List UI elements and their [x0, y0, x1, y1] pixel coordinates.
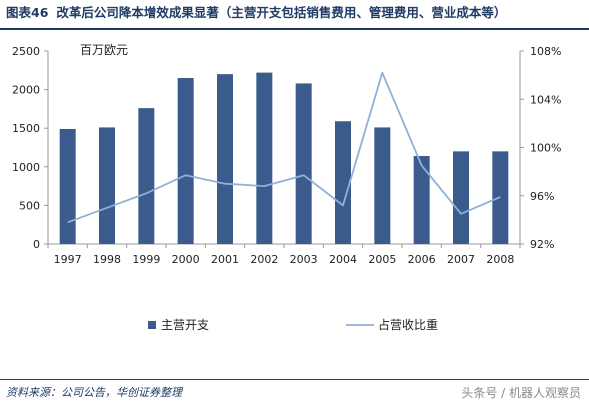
y-left-tick-label: 1000 — [12, 161, 40, 174]
y-left-tick-label: 500 — [19, 199, 40, 212]
y-right-tick-label: 92% — [530, 238, 554, 251]
legend-line-label: 占营收比重 — [378, 317, 438, 332]
bar — [138, 108, 155, 245]
combo-chart: 0 500 1000 1500 2000 2500 92% 96% 100% 104% 108% 百万… — [12, 43, 561, 332]
header-divider — [0, 28, 589, 30]
x-tick-label: 1997 — [54, 253, 82, 266]
x-tick-label: 2008 — [486, 253, 514, 266]
y-right-tick-label: 108% — [530, 45, 561, 58]
y-right-tick-label: 96% — [530, 190, 554, 203]
y-right-tick-label: 104% — [530, 93, 561, 106]
y-left-tick-label: 2500 — [12, 45, 40, 58]
line-series — [67, 71, 501, 224]
bar — [217, 74, 233, 244]
bar — [99, 127, 115, 244]
bar — [59, 128, 76, 244]
x-tick-label: 2005 — [368, 253, 396, 266]
figure-number: 图表46 — [6, 5, 49, 20]
x-tick-label: 2002 — [250, 253, 278, 266]
legend-bar-label: 主营开支 — [161, 318, 209, 332]
bar — [295, 83, 312, 244]
x-tick-label: 2004 — [329, 253, 357, 266]
x-tick-label: 2000 — [172, 253, 200, 266]
x-tick-label: 2006 — [408, 253, 436, 266]
bar — [374, 127, 391, 244]
y-right-tick-label: 100% — [530, 142, 561, 155]
footer-divider — [0, 379, 589, 380]
bar — [335, 121, 351, 244]
x-tick-label: 1999 — [132, 253, 160, 266]
bar — [453, 151, 469, 244]
unit-label: 百万欧元 — [80, 43, 128, 57]
x-tick-label: 2001 — [211, 253, 239, 266]
legend-bar-swatch — [148, 321, 156, 329]
watermark: 头条号 / 机器人观察员 — [461, 386, 581, 400]
bar — [413, 155, 430, 244]
y-left-tick-label: 0 — [33, 238, 40, 251]
y-left-tick-label: 1500 — [12, 122, 40, 135]
source-note: 资料来源：公司公告，华创证券整理 — [6, 386, 182, 399]
bar — [256, 72, 273, 244]
bar — [177, 78, 194, 244]
x-tick-label: 1998 — [93, 253, 121, 266]
figure-title: 改革后公司降本增效成果显著（主营开支包括销售费用、管理费用、营业成本等） — [56, 5, 507, 20]
x-tick-label: 2003 — [290, 253, 318, 266]
x-tick-label: 2007 — [447, 253, 475, 266]
y-left-tick-label: 2000 — [12, 84, 40, 97]
figure-header: 图表46 改革后公司降本增效成果显著（主营开支包括销售费用、管理费用、营业成本等） — [0, 0, 589, 26]
